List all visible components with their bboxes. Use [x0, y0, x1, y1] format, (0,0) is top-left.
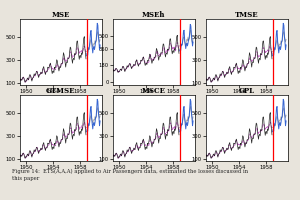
Title: GTMSE: GTMSE — [46, 87, 76, 95]
Title: TMSE: TMSE — [235, 11, 259, 19]
Title: MSE: MSE — [52, 11, 70, 19]
Title: MSCE: MSCE — [142, 87, 166, 95]
Title: MSEh: MSEh — [142, 11, 165, 19]
Text: Figure 14:  ETS(A,A,A) applied to Air Passengers data, estimated the losses disc: Figure 14: ETS(A,A,A) applied to Air Pas… — [12, 169, 248, 181]
Title: GPL: GPL — [239, 87, 255, 95]
